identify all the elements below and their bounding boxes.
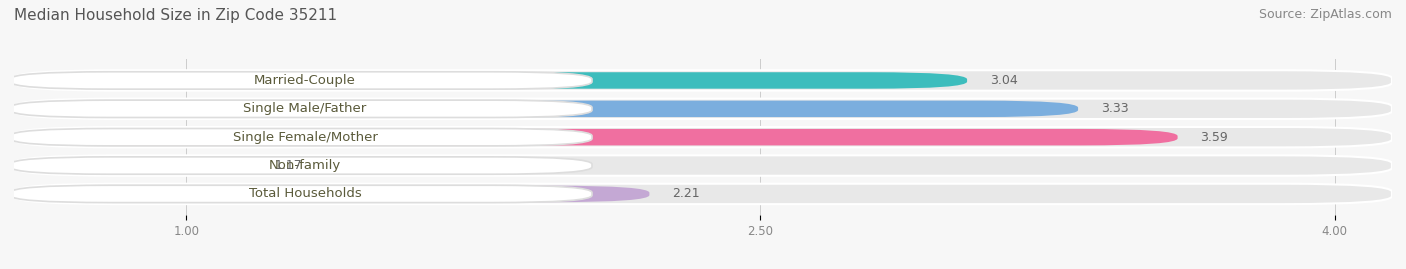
FancyBboxPatch shape xyxy=(14,186,650,202)
FancyBboxPatch shape xyxy=(14,72,967,89)
FancyBboxPatch shape xyxy=(10,185,592,203)
FancyBboxPatch shape xyxy=(10,129,592,146)
FancyBboxPatch shape xyxy=(14,155,1392,176)
Text: 3.59: 3.59 xyxy=(1201,131,1229,144)
FancyBboxPatch shape xyxy=(10,157,592,174)
Text: Married-Couple: Married-Couple xyxy=(254,74,356,87)
FancyBboxPatch shape xyxy=(14,127,1392,147)
FancyBboxPatch shape xyxy=(14,129,1178,146)
FancyBboxPatch shape xyxy=(10,100,592,118)
Text: 3.04: 3.04 xyxy=(990,74,1018,87)
Text: Median Household Size in Zip Code 35211: Median Household Size in Zip Code 35211 xyxy=(14,8,337,23)
Text: 3.33: 3.33 xyxy=(1101,102,1129,115)
FancyBboxPatch shape xyxy=(14,99,1392,119)
Text: Single Male/Father: Single Male/Father xyxy=(243,102,367,115)
Text: 1.17: 1.17 xyxy=(274,159,302,172)
Text: Single Female/Mother: Single Female/Mother xyxy=(232,131,377,144)
Text: 2.21: 2.21 xyxy=(672,187,700,200)
Text: Total Households: Total Households xyxy=(249,187,361,200)
Text: Source: ZipAtlas.com: Source: ZipAtlas.com xyxy=(1258,8,1392,21)
FancyBboxPatch shape xyxy=(14,101,1078,117)
FancyBboxPatch shape xyxy=(10,72,592,89)
Text: Non-family: Non-family xyxy=(269,159,342,172)
FancyBboxPatch shape xyxy=(14,157,252,174)
FancyBboxPatch shape xyxy=(14,184,1392,204)
FancyBboxPatch shape xyxy=(14,70,1392,91)
